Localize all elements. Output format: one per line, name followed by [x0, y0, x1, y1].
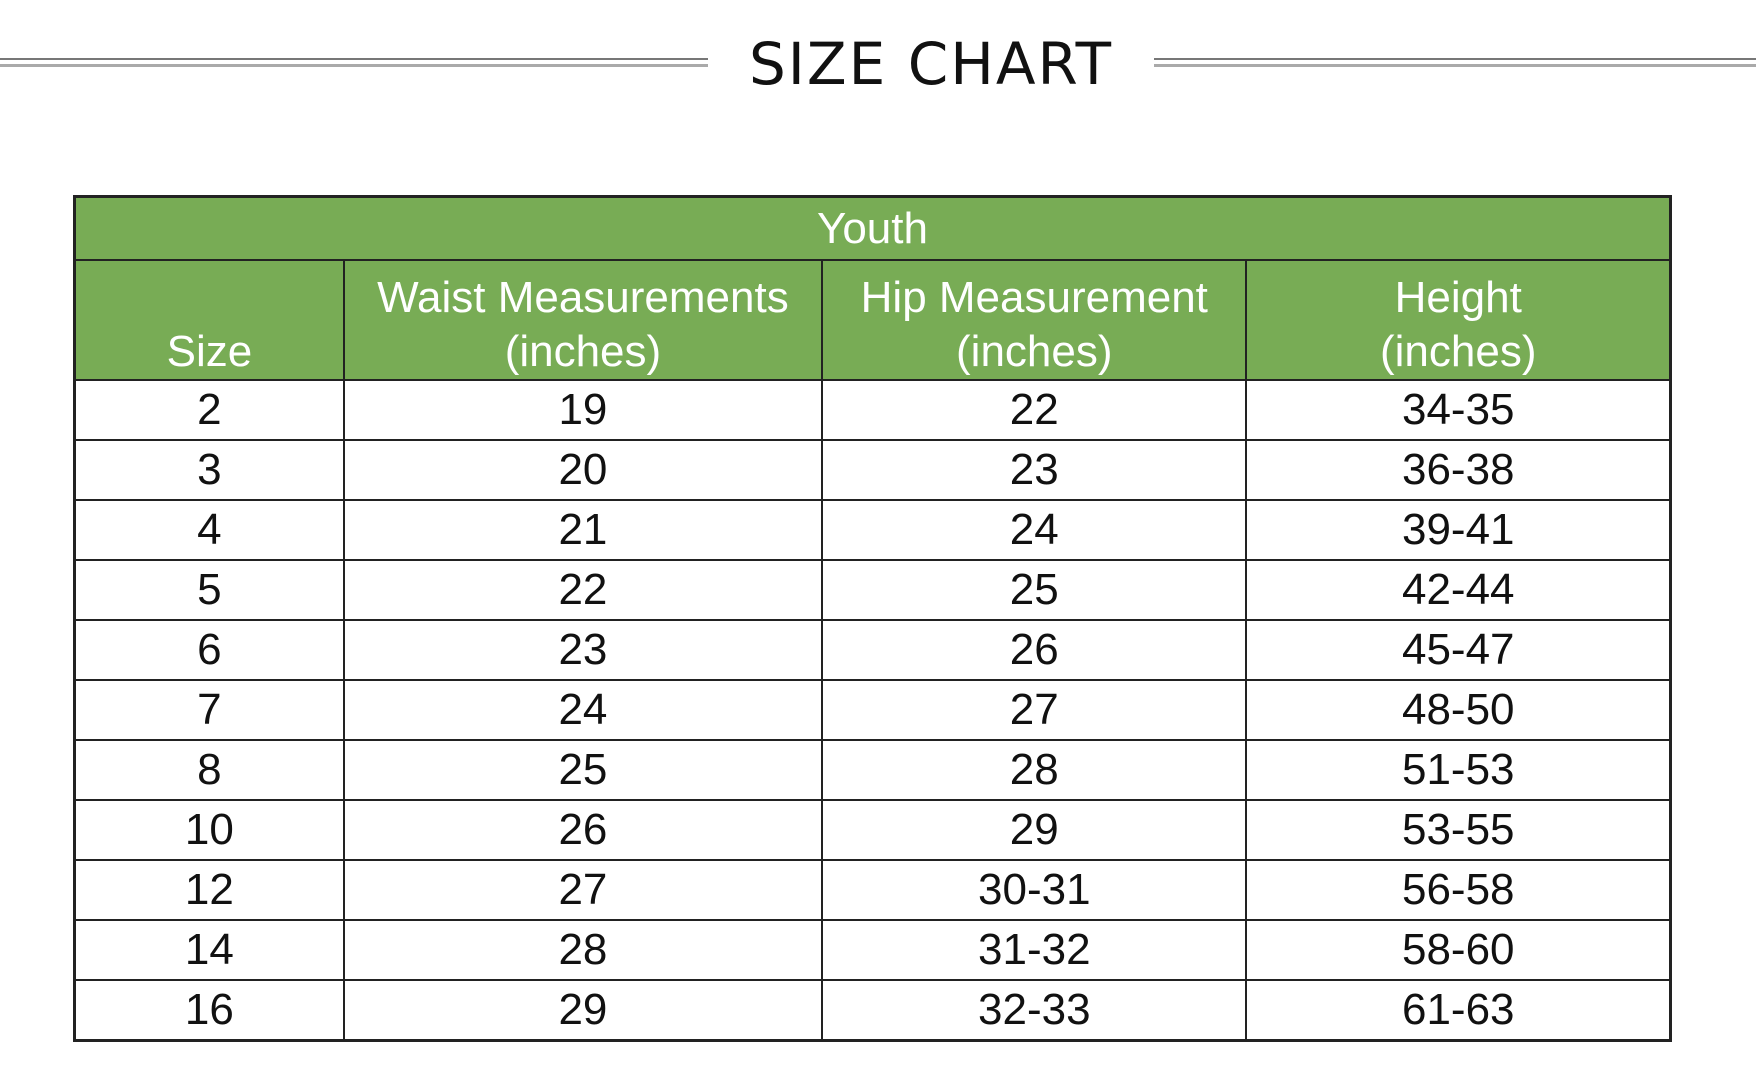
column-header-height: Height (inches) — [1245, 259, 1672, 381]
column-header-line1 — [76, 271, 343, 325]
column-header-line2: (inches) — [956, 327, 1113, 376]
table-row: 4 21 24 39-41 — [73, 499, 1672, 561]
cell-size: 16 — [73, 979, 345, 1042]
cell-size: 5 — [73, 559, 345, 621]
cell-size: 14 — [73, 919, 345, 981]
cell-waist: 27 — [342, 859, 824, 921]
cell-size: 10 — [73, 799, 345, 861]
cell-waist: 26 — [342, 799, 824, 861]
cell-size: 8 — [73, 739, 345, 801]
column-header-line1: Waist Measurements — [377, 273, 789, 322]
column-header-line2: (inches) — [1379, 327, 1537, 376]
column-header-line2: Size — [166, 327, 253, 376]
column-header-hip: Hip Measurement (inches) — [821, 259, 1248, 381]
cell-height: 34-35 — [1245, 379, 1672, 441]
cell-hip: 27 — [821, 679, 1248, 741]
cell-hip: 24 — [821, 499, 1248, 561]
cell-hip: 30-31 — [821, 859, 1248, 921]
cell-waist: 19 — [342, 379, 824, 441]
cell-size: 4 — [73, 499, 345, 561]
cell-waist: 28 — [342, 919, 824, 981]
table-row: 12 27 30-31 56-58 — [73, 859, 1672, 921]
cell-waist: 23 — [342, 619, 824, 681]
cell-size: 3 — [73, 439, 345, 501]
cell-size: 2 — [73, 379, 345, 441]
table-row: 10 26 29 53-55 — [73, 799, 1672, 861]
cell-size: 12 — [73, 859, 345, 921]
cell-waist: 29 — [342, 979, 824, 1042]
cell-height: 36-38 — [1245, 439, 1672, 501]
table-row: 5 22 25 42-44 — [73, 559, 1672, 621]
cell-waist: 20 — [342, 439, 824, 501]
cell-hip: 26 — [821, 619, 1248, 681]
cell-hip: 32-33 — [821, 979, 1248, 1042]
cell-waist: 21 — [342, 499, 824, 561]
table-row: 14 28 31-32 58-60 — [73, 919, 1672, 981]
size-chart-table: Youth Size Waist Measurements (inches) Hip … — [73, 195, 1672, 1042]
cell-hip: 23 — [821, 439, 1248, 501]
column-header-line2: (inches) — [504, 327, 662, 376]
column-header-size: Size — [73, 259, 345, 381]
cell-height: 45-47 — [1245, 619, 1672, 681]
title-rule-right — [1154, 58, 1756, 68]
column-header-waist: Waist Measurements (inches) — [342, 259, 824, 381]
column-header-line1: Height — [1394, 273, 1522, 322]
cell-hip: 28 — [821, 739, 1248, 801]
cell-height: 39-41 — [1245, 499, 1672, 561]
table-row: 8 25 28 51-53 — [73, 739, 1672, 801]
table-row: 6 23 26 45-47 — [73, 619, 1672, 681]
cell-hip: 31-32 — [821, 919, 1248, 981]
cell-height: 53-55 — [1245, 799, 1672, 861]
table-row: 2 19 22 34-35 — [73, 379, 1672, 441]
group-header-youth: Youth — [73, 195, 1672, 261]
page-title: SIZE CHART — [748, 30, 1114, 98]
cell-height: 61-63 — [1245, 979, 1672, 1042]
cell-hip: 29 — [821, 799, 1248, 861]
cell-size: 7 — [73, 679, 345, 741]
cell-hip: 22 — [821, 379, 1248, 441]
cell-height: 56-58 — [1245, 859, 1672, 921]
cell-waist: 25 — [342, 739, 824, 801]
title-rule-left — [0, 58, 708, 68]
table-row: 16 29 32-33 61-63 — [73, 979, 1672, 1042]
cell-hip: 25 — [821, 559, 1248, 621]
cell-height: 48-50 — [1245, 679, 1672, 741]
table-row: 7 24 27 48-50 — [73, 679, 1672, 741]
cell-height: 58-60 — [1245, 919, 1672, 981]
cell-height: 42-44 — [1245, 559, 1672, 621]
cell-waist: 22 — [342, 559, 824, 621]
column-header-line1: Hip Measurement — [860, 273, 1208, 322]
cell-size: 6 — [73, 619, 345, 681]
cell-height: 51-53 — [1245, 739, 1672, 801]
table-row: 3 20 23 36-38 — [73, 439, 1672, 501]
cell-waist: 24 — [342, 679, 824, 741]
